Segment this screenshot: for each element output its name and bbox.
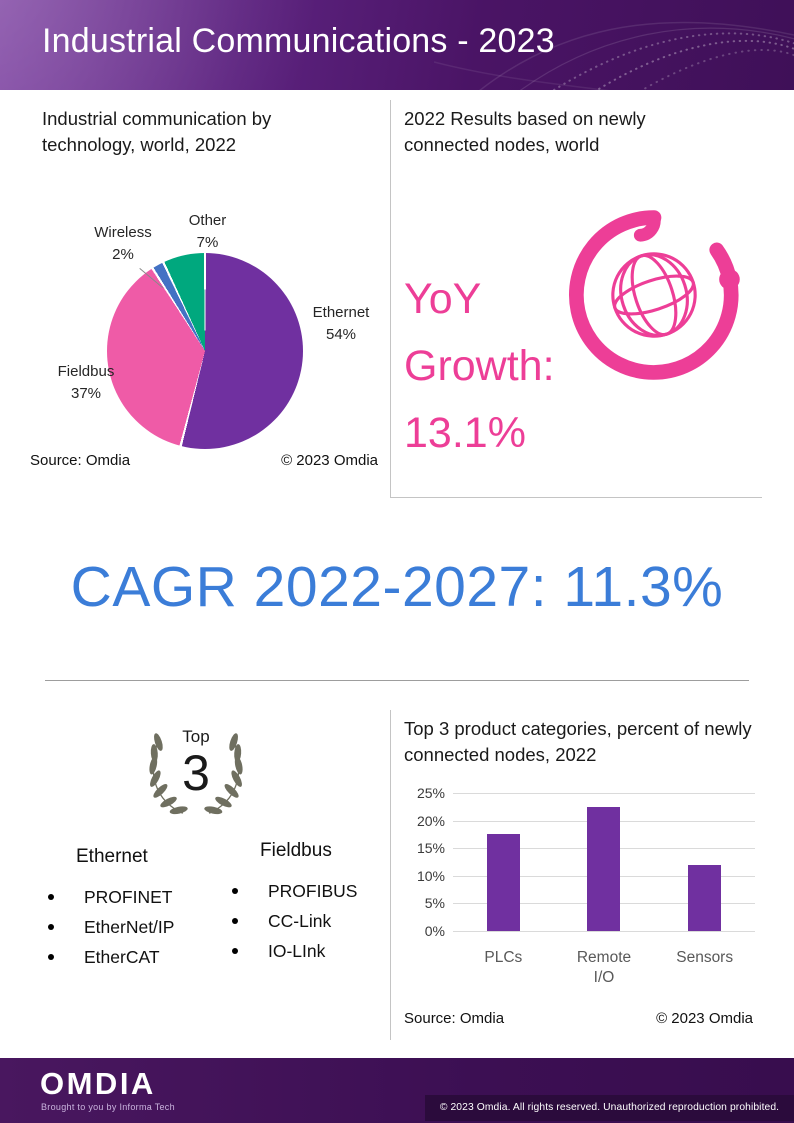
bar	[688, 864, 722, 931]
list-item: EtherCAT	[40, 944, 220, 974]
top-vertical-divider	[390, 100, 391, 497]
badge-number: 3	[182, 745, 210, 801]
list-item: IO-LInk	[224, 938, 404, 968]
top3-badge: Top 3	[136, 718, 256, 818]
pie-copyright-text: © 2023 Omdia	[281, 452, 378, 469]
footer-banner: OMDIA Brought to you by Informa Tech © 2…	[0, 1058, 794, 1123]
mid-horizontal-divider	[45, 680, 749, 681]
globe-growth-icon	[569, 210, 740, 380]
pie-label-fieldbus: Fieldbus 37%	[57, 363, 115, 402]
x-axis-label: Remote I/O	[576, 949, 632, 987]
badge-top-label: Top	[182, 727, 210, 746]
fieldbus-category-title: Fieldbus	[260, 840, 332, 861]
yoy-line3: 13.1%	[404, 409, 526, 457]
y-tick: 25%	[416, 785, 445, 801]
wave-pattern-icon	[434, 21, 794, 90]
bar-source-text: Source: Omdia	[404, 1010, 505, 1027]
header-gradient-highlight	[0, 0, 794, 90]
y-tick: 15%	[416, 840, 445, 856]
bar	[587, 806, 621, 931]
ethernet-category-list: Ethernet PROFINET EtherNet/IP EtherCAT	[40, 846, 220, 974]
y-tick: 20%	[416, 812, 445, 829]
list-item: EtherNet/IP	[40, 914, 220, 944]
yoy-line2: Growth:	[404, 342, 555, 390]
page-title: Industrial Communications - 2023	[42, 22, 555, 60]
omdia-logo: OMDIA	[40, 1066, 156, 1101]
y-tick: 10%	[416, 867, 445, 884]
y-tick: 5%	[424, 895, 445, 911]
x-axis-label: Sensors	[676, 949, 734, 966]
bar-plot-area	[453, 793, 755, 932]
bar-copyright-text: © 2023 Omdia	[656, 1010, 753, 1027]
bars-group	[453, 793, 755, 931]
yoy-section-heading: 2022 Results based on newly connected no…	[404, 108, 646, 155]
top-right-bottom-divider	[390, 497, 762, 498]
pie-label-other: Other 7%	[188, 212, 227, 251]
cagr-headline: CAGR 2022-2027: 11.3%	[70, 555, 724, 619]
header-banner: Industrial Communications - 2023	[0, 0, 794, 90]
x-axis-label: PLCs	[484, 949, 523, 966]
list-item: CC-Link	[224, 908, 404, 938]
pie-source-text: Source: Omdia	[30, 452, 131, 469]
list-item: PROFIBUS	[224, 878, 404, 908]
footer-tagline: Brought to you by Informa Tech	[41, 1102, 175, 1112]
bar	[486, 834, 520, 931]
yoy-line1: YoY	[404, 275, 482, 323]
footer-copyright: © 2023 Omdia. All rights reserved. Unaut…	[425, 1095, 794, 1121]
ethernet-category-title: Ethernet	[76, 846, 148, 867]
bar-section-heading: Top 3 product categories, percent of new…	[404, 718, 752, 765]
gridline	[453, 793, 755, 794]
x-axis-labels: PLCs Remote I/O Sensors	[453, 948, 755, 988]
y-tick: 0%	[424, 922, 445, 939]
fieldbus-category-list: Fieldbus PROFIBUS CC-Link IO-LInk	[224, 840, 404, 968]
bar-chart: 25% 20% 15% 10% 5% 0% PLCs Remote I/O Se…	[403, 780, 763, 1015]
laurel-wreath-icon	[149, 733, 243, 815]
pie-label-ethernet: Ethernet 54%	[312, 304, 370, 343]
pie-label-wireless: Wireless 2%	[94, 224, 152, 263]
bottom-vertical-divider	[390, 710, 391, 1040]
gridline	[453, 931, 755, 932]
pie-chart	[107, 253, 303, 449]
list-item: PROFINET	[40, 884, 220, 914]
yoy-growth-text: YoY Growth: 13.1%	[404, 266, 555, 467]
pie-section-heading: Industrial communication by technology, …	[42, 108, 272, 155]
